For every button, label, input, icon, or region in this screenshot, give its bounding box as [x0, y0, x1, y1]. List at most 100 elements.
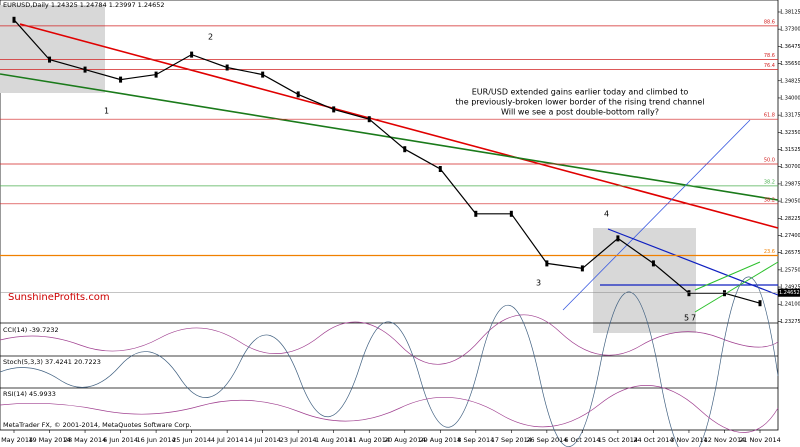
- price-line: [13, 19, 761, 304]
- trend-line: [0, 73, 779, 201]
- y-tick-label: 1.38125: [780, 9, 800, 15]
- price-point: [225, 64, 229, 71]
- indicator-label: RSI(14) 45.9933: [3, 390, 56, 398]
- y-tick-label: 1.34000: [780, 95, 800, 101]
- y-tick-label: 1.28225: [780, 216, 800, 222]
- footer: MetaTrader FX, © 2001-2014, MetaQuotes S…: [3, 421, 192, 429]
- x-tick-label: 28 May 2014: [64, 436, 106, 444]
- price-point: [12, 16, 16, 23]
- stoch-line: [0, 276, 779, 447]
- cci-line: [0, 314, 779, 365]
- wave-label: 2: [208, 33, 213, 42]
- price-point: [545, 260, 549, 267]
- price-point: [190, 51, 194, 58]
- y-tick-label: 1.27400: [780, 233, 800, 239]
- y-tick-label: 1.30700: [780, 164, 800, 170]
- y-tick-label: 1.31525: [780, 147, 800, 153]
- annotation: Will we see a post double-bottom rally?: [501, 108, 659, 117]
- x-tick-label: 4 Jul 2014: [211, 436, 244, 444]
- x-tick-label: 16 Jun 2014: [137, 436, 176, 444]
- price-point: [474, 210, 478, 217]
- price-point: [119, 76, 123, 83]
- trend-line: [694, 261, 779, 313]
- price-point: [296, 91, 300, 98]
- rsi-line: [0, 385, 779, 433]
- x-tick-label: 12 Nov 2014: [704, 436, 746, 444]
- price-point: [83, 66, 87, 73]
- price-point: [438, 166, 442, 173]
- level-label: 61.8: [764, 113, 775, 119]
- x-tick-label: 25 Jun 2014: [172, 436, 211, 444]
- y-tick-label: 1.24925: [780, 285, 800, 291]
- x-tick-label: 3 Nov 2014: [670, 436, 708, 444]
- x-tick-label: 24 Oct 2014: [633, 436, 673, 444]
- y-tick-label: 1.23275: [780, 319, 800, 325]
- level-label: 38.2: [764, 179, 775, 185]
- y-tick-label: 1.29875: [780, 181, 800, 187]
- x-tick-label: 6 Jun 2014: [103, 436, 138, 444]
- x-tick-label: 19 May 2014: [28, 436, 70, 444]
- x-tick-label: 15 Oct 2014: [598, 436, 638, 444]
- annotation: the previously-broken lower border of th…: [456, 98, 705, 107]
- price-point: [687, 290, 691, 297]
- price-point: [332, 106, 336, 113]
- price-point: [261, 71, 265, 78]
- price-point: [48, 56, 52, 63]
- wave-label: 7: [691, 314, 696, 323]
- trend-line: [694, 261, 761, 291]
- y-tick-label: 1.33175: [780, 113, 800, 119]
- y-tick-label: 1.26575: [780, 250, 800, 256]
- level-label: 78.6: [764, 53, 775, 59]
- level-label: 38.2: [764, 197, 775, 203]
- price-point: [403, 146, 407, 153]
- x-tick-label: 1 Aug 2014: [315, 436, 353, 444]
- price-point: [154, 71, 158, 78]
- trend-line: [19, 23, 779, 229]
- price-point: [758, 300, 762, 307]
- x-tick-label: 17 Sep 2014: [491, 436, 532, 444]
- x-tick-label: 29 Aug 2014: [419, 436, 461, 444]
- y-tick-label: 1.36475: [780, 44, 800, 50]
- y-tick-label: 1.35650: [780, 61, 800, 67]
- chart-header: EURUSD,Daily 1.24325 1.24784 1.23997 1.2…: [3, 1, 165, 9]
- price-point: [509, 210, 513, 217]
- price-point: [616, 235, 620, 242]
- y-tick-label: 1.32350: [780, 130, 800, 136]
- price-point: [722, 290, 726, 297]
- wave-label: 4: [604, 210, 609, 219]
- y-tick-label: 1.34825: [780, 78, 800, 84]
- trend-line: [607, 228, 779, 296]
- x-tick-label: 20 Aug 2014: [384, 436, 426, 444]
- x-tick-label: 21 Nov 2014: [739, 436, 781, 444]
- x-tick-label: 14 Jul 2014: [244, 436, 281, 444]
- wave-label: 1: [104, 107, 109, 116]
- y-tick-label: 1.24100: [780, 302, 800, 308]
- last-price-label: 1.24652: [779, 290, 800, 296]
- x-tick-label: 26 Sep 2014: [526, 436, 567, 444]
- price-point: [367, 116, 371, 123]
- annotation: EUR/USD extended gains earlier today and…: [472, 88, 689, 97]
- shaded-zone: [0, 5, 105, 93]
- x-tick-label: 8 Sep 2014: [457, 436, 494, 444]
- x-tick-label: 6 Oct 2014: [564, 436, 600, 444]
- wave-label: 5: [684, 314, 689, 323]
- level-label: 88.6: [764, 19, 775, 25]
- x-tick-label: 9 May 2014: [0, 436, 33, 444]
- level-label: 76.4: [764, 63, 775, 69]
- x-tick-label: 11 Aug 2014: [348, 436, 390, 444]
- trend-line: [562, 119, 751, 311]
- level-label: 23.6: [764, 249, 775, 255]
- frame: [0, 0, 779, 431]
- y-tick-label: 1.25750: [780, 267, 800, 273]
- price-point: [651, 260, 655, 267]
- price-point: [580, 265, 584, 272]
- last-price-box: [778, 288, 800, 297]
- x-tick-label: 23 Jul 2014: [280, 436, 317, 444]
- indicator-label: CCI(14) -39.7232: [3, 326, 59, 334]
- y-tick-label: 1.37300: [780, 27, 800, 33]
- wave-label: 3: [536, 279, 541, 288]
- watermark: SunshineProfits.com: [8, 292, 110, 303]
- indicator-label: Stoch(5,3,3) 37.4241 20.7223: [3, 358, 101, 366]
- y-tick-label: 1.29050: [780, 199, 800, 205]
